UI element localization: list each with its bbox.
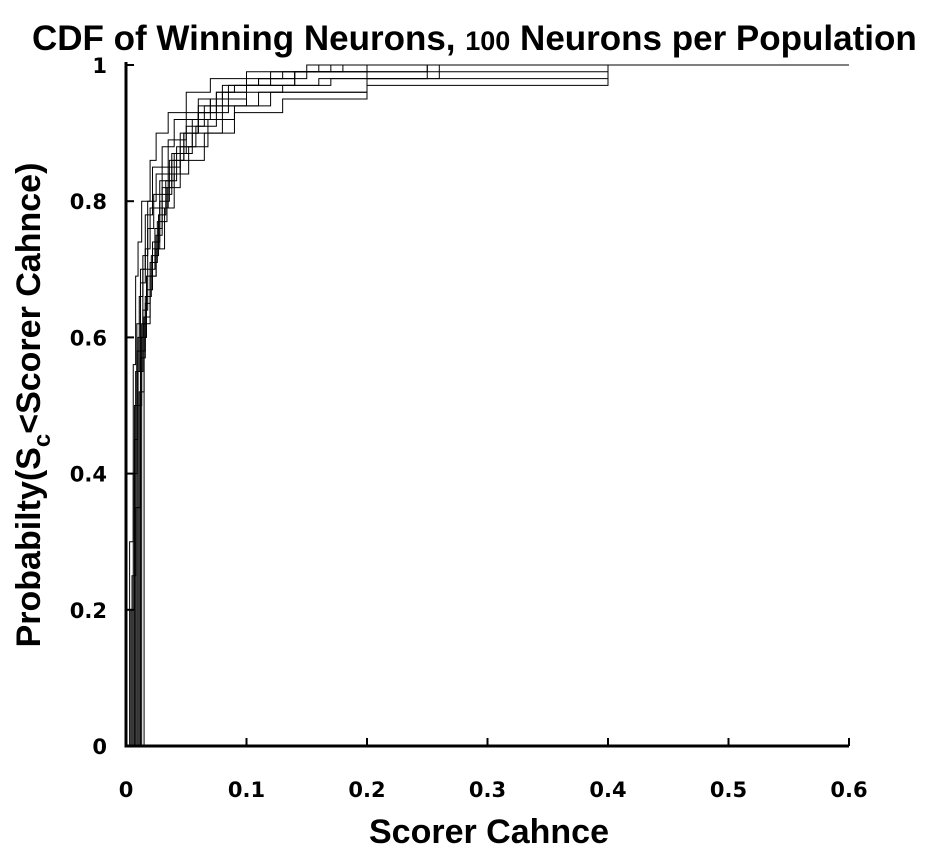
cdf-series-line bbox=[143, 64, 849, 746]
x-tick-label: 0.5 bbox=[710, 778, 747, 802]
x-axis-label: Scorer Cahnce bbox=[369, 813, 609, 851]
y-axis-label-subscript: c bbox=[29, 434, 56, 447]
cdf-series-line bbox=[141, 64, 849, 746]
chart-title-main: CDF of Winning Neurons, bbox=[32, 19, 465, 58]
cdf-series-line bbox=[132, 64, 849, 746]
x-tick-label: 0.1 bbox=[228, 778, 265, 802]
y-tick-label: 0.2 bbox=[70, 599, 107, 623]
chart-title: CDF of Winning Neurons, 100 Neurons per … bbox=[32, 19, 917, 58]
y-tick-label: 0.6 bbox=[70, 326, 107, 350]
cdf-series-line bbox=[138, 64, 849, 746]
y-tick-label: 1 bbox=[92, 54, 107, 78]
x-tick-label: 0.6 bbox=[830, 778, 867, 802]
y-axis-label-rest: <Scorer Cahnce) bbox=[10, 163, 48, 434]
cdf-series-line bbox=[133, 64, 849, 746]
x-tick-label: 0.2 bbox=[348, 778, 385, 802]
cdf-series-group bbox=[129, 64, 849, 746]
cdf-series-line bbox=[139, 64, 849, 746]
y-tick-label: 0.8 bbox=[70, 190, 107, 214]
cdf-series-line bbox=[129, 64, 849, 746]
chart-title-number: 100 bbox=[465, 26, 510, 56]
y-ticks: 0 0.2 0.4 0.6 0.8 1 bbox=[70, 54, 134, 759]
x-ticks: 0 0.1 0.2 0.3 0.4 0.5 0.6 bbox=[119, 738, 868, 802]
x-tick-label: 0.3 bbox=[469, 778, 506, 802]
y-tick-label: 0.4 bbox=[70, 463, 107, 487]
cdf-series-line bbox=[130, 64, 849, 746]
x-tick-label: 0.4 bbox=[589, 778, 626, 802]
y-tick-label: 0 bbox=[92, 735, 107, 759]
chart-title-rest: Neurons per Population bbox=[510, 19, 916, 58]
y-axis-label-main: Probabilty(S bbox=[10, 447, 48, 647]
x-tick-label: 0 bbox=[119, 778, 134, 802]
cdf-series-line bbox=[135, 64, 849, 746]
cdf-series-line bbox=[131, 64, 849, 746]
cdf-series-line bbox=[137, 64, 849, 746]
cdf-series-line bbox=[136, 64, 849, 746]
y-axis-label: Probabilty(Sc<Scorer Cahnce) bbox=[10, 163, 56, 648]
